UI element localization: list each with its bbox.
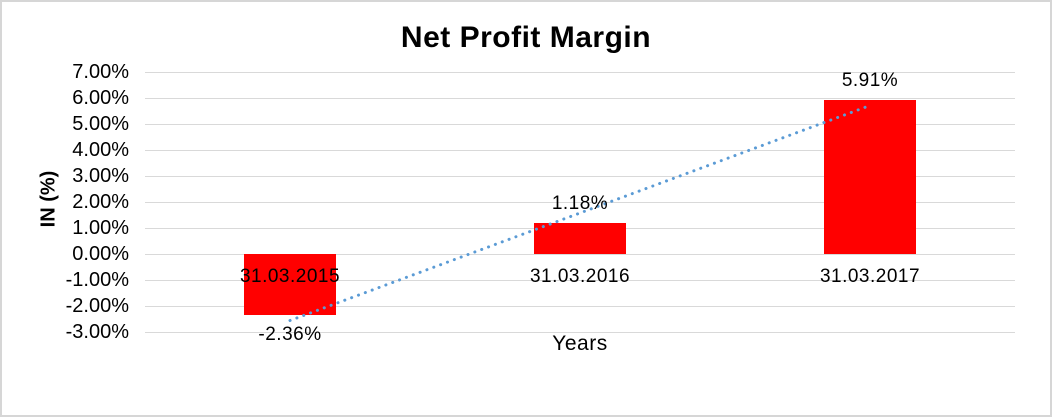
gridline <box>145 331 1015 333</box>
gridline <box>145 97 1015 99</box>
y-tick-label: 3.00% <box>72 165 129 187</box>
gridline <box>145 71 1015 73</box>
y-tick-label: 5.00% <box>72 113 129 135</box>
y-tick-label: -3.00% <box>65 321 129 343</box>
y-tick-label: 6.00% <box>72 87 129 109</box>
y-tick-label: 2.00% <box>72 191 129 213</box>
y-tick-label: 4.00% <box>72 139 129 161</box>
chart-title: Net Profit Margin <box>400 21 652 54</box>
bar-category-label: 31.03.2016 <box>529 266 631 287</box>
bar-category-label: 31.03.2015 <box>239 266 341 287</box>
bar <box>534 223 626 254</box>
bar-data-label: -2.36% <box>258 324 322 346</box>
bar-data-label: 5.91% <box>841 70 899 92</box>
bar-category-label: 31.03.2017 <box>819 266 921 287</box>
y-tick-label: 0.00% <box>72 243 129 265</box>
bar-data-label: 1.18% <box>551 193 609 215</box>
x-axis-title: Years <box>552 332 608 355</box>
y-tick-label: 7.00% <box>72 61 129 83</box>
y-tick-label: 1.00% <box>72 217 129 239</box>
y-tick-label: -1.00% <box>65 269 129 291</box>
bar <box>824 100 916 254</box>
y-tick-label: -2.00% <box>65 295 129 317</box>
